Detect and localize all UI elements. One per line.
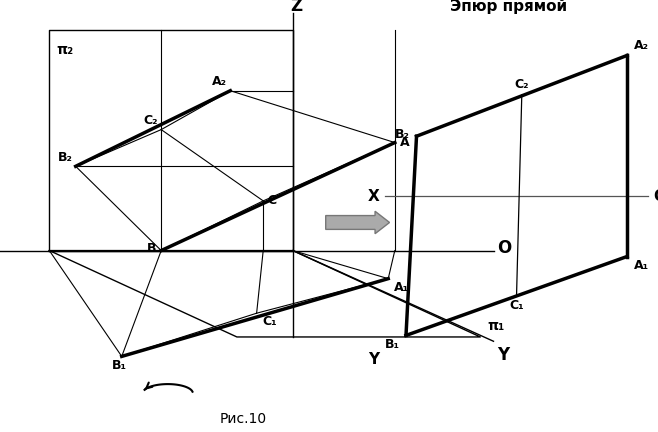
Text: C₁: C₁ xyxy=(262,315,276,328)
Text: π₁: π₁ xyxy=(487,319,504,333)
Text: Эпюр прямой: Эпюр прямой xyxy=(450,0,567,14)
Text: A₂: A₂ xyxy=(212,75,227,88)
Text: Z: Z xyxy=(290,0,302,16)
Text: Рис.10: Рис.10 xyxy=(220,412,267,426)
Text: C₂: C₂ xyxy=(515,78,529,91)
Text: A₁: A₁ xyxy=(634,259,649,272)
Text: A₂: A₂ xyxy=(634,39,649,52)
Text: O: O xyxy=(653,189,658,204)
Text: π₂: π₂ xyxy=(56,43,73,57)
Text: O: O xyxy=(497,239,511,257)
Text: B₂: B₂ xyxy=(395,127,410,140)
Text: C: C xyxy=(267,194,276,207)
Text: B: B xyxy=(147,242,156,255)
Text: X: X xyxy=(368,189,380,204)
Text: A₁: A₁ xyxy=(393,281,409,294)
Text: B₂: B₂ xyxy=(57,151,72,164)
Text: B₁: B₁ xyxy=(384,337,399,351)
Text: Y: Y xyxy=(497,346,509,364)
Text: C₂: C₂ xyxy=(143,114,158,127)
Text: Y: Y xyxy=(368,353,380,367)
Text: A: A xyxy=(400,136,410,149)
FancyArrow shape xyxy=(326,211,390,234)
Text: B₁: B₁ xyxy=(113,359,127,372)
Text: C₁: C₁ xyxy=(509,299,524,312)
